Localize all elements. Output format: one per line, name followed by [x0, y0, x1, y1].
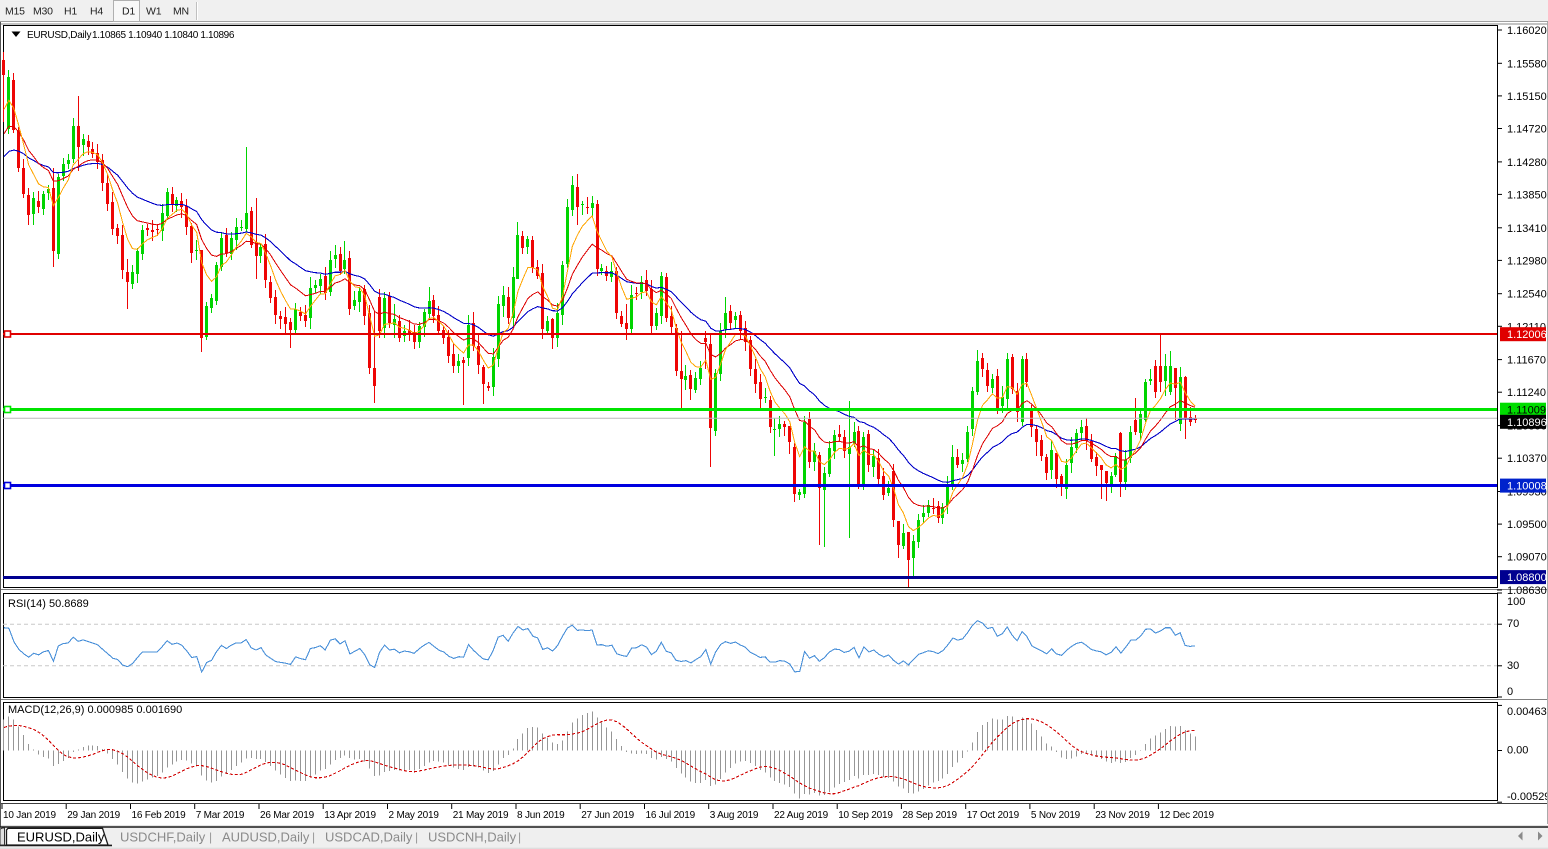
svg-text:70: 70: [1507, 618, 1519, 630]
svg-text:1.10896: 1.10896: [1507, 417, 1547, 429]
svg-text:EURUSD,Daily: EURUSD,Daily: [27, 30, 91, 41]
svg-text:USDCNH,Daily: USDCNH,Daily: [428, 830, 517, 845]
svg-text:16 Jul 2019: 16 Jul 2019: [646, 810, 696, 821]
svg-text:30: 30: [1507, 660, 1519, 672]
svg-text:1.11009: 1.11009: [1507, 405, 1546, 417]
svg-text:8 Jun 2019: 8 Jun 2019: [517, 810, 565, 821]
svg-text:26 Mar 2019: 26 Mar 2019: [260, 810, 315, 821]
svg-text:M30: M30: [33, 6, 53, 18]
svg-text:AUDUSD,Daily: AUDUSD,Daily: [222, 830, 310, 845]
svg-text:EURUSD,Daily: EURUSD,Daily: [17, 830, 105, 845]
svg-text:USDCAD,Daily: USDCAD,Daily: [325, 830, 413, 845]
svg-text:-0.005299: -0.005299: [1507, 791, 1548, 803]
svg-text:MACD(12,26,9) 0.000985 0.00169: MACD(12,26,9) 0.000985 0.001690: [8, 704, 182, 716]
svg-text:1.14280: 1.14280: [1507, 157, 1547, 169]
svg-text:1.14720: 1.14720: [1507, 124, 1547, 136]
svg-text:1.13850: 1.13850: [1507, 189, 1547, 201]
svg-text:1.15150: 1.15150: [1507, 91, 1547, 103]
svg-text:|: |: [312, 830, 315, 844]
svg-text:16 Feb 2019: 16 Feb 2019: [132, 810, 187, 821]
svg-text:1.12980: 1.12980: [1507, 255, 1547, 267]
svg-text:MN: MN: [173, 6, 189, 18]
svg-text:D1: D1: [122, 6, 135, 18]
svg-text:|: |: [415, 830, 418, 844]
svg-text:1.13410: 1.13410: [1507, 223, 1547, 235]
svg-text:13 Apr 2019: 13 Apr 2019: [324, 810, 376, 821]
svg-text:0.00463: 0.00463: [1507, 706, 1547, 718]
svg-text:1.10008: 1.10008: [1507, 481, 1547, 493]
svg-text:27 Jun 2019: 27 Jun 2019: [581, 810, 634, 821]
svg-text:28 Sep 2019: 28 Sep 2019: [902, 810, 957, 821]
svg-text:10 Sep 2019: 10 Sep 2019: [838, 810, 893, 821]
svg-text:1.08800: 1.08800: [1507, 572, 1547, 584]
svg-text:H4: H4: [90, 6, 103, 18]
svg-text:1.12006: 1.12006: [1507, 329, 1547, 341]
svg-text:1.12540: 1.12540: [1507, 289, 1547, 301]
svg-text:W1: W1: [146, 6, 162, 18]
svg-text:|: |: [209, 830, 212, 844]
svg-text:22 Aug 2019: 22 Aug 2019: [774, 810, 829, 821]
svg-text:23 Nov 2019: 23 Nov 2019: [1095, 810, 1150, 821]
svg-text:100: 100: [1507, 596, 1525, 608]
svg-text:|: |: [518, 830, 521, 844]
svg-text:29 Jan 2019: 29 Jan 2019: [67, 810, 120, 821]
svg-text:1.09070: 1.09070: [1507, 552, 1547, 564]
svg-text:1.15580: 1.15580: [1507, 58, 1547, 70]
svg-text:M15: M15: [5, 6, 25, 18]
svg-text:1.10370: 1.10370: [1507, 453, 1547, 465]
svg-text:1.09500: 1.09500: [1507, 519, 1547, 531]
svg-text:1.16020: 1.16020: [1507, 25, 1547, 37]
svg-text:RSI(14) 50.8689: RSI(14) 50.8689: [8, 598, 89, 610]
svg-text:7 Mar 2019: 7 Mar 2019: [196, 810, 245, 821]
svg-text:3 Aug 2019: 3 Aug 2019: [710, 810, 759, 821]
svg-text:2 May 2019: 2 May 2019: [389, 810, 440, 821]
svg-text:17 Oct 2019: 17 Oct 2019: [967, 810, 1020, 821]
svg-text:1.11670: 1.11670: [1507, 355, 1546, 367]
svg-text:5 Nov 2019: 5 Nov 2019: [1031, 810, 1081, 821]
svg-text:0: 0: [1507, 686, 1513, 698]
svg-text:0.00: 0.00: [1507, 745, 1528, 757]
svg-text:10 Jan 2019: 10 Jan 2019: [3, 810, 56, 821]
svg-text:21 May 2019: 21 May 2019: [453, 810, 509, 821]
svg-text:USDCHF,Daily: USDCHF,Daily: [120, 830, 206, 845]
svg-text:1.08630: 1.08630: [1507, 585, 1547, 597]
svg-text:H1: H1: [64, 6, 77, 18]
svg-text:1.10865 1.10940 1.10840 1.1089: 1.10865 1.10940 1.10840 1.10896: [92, 30, 235, 41]
svg-text:12 Dec 2019: 12 Dec 2019: [1159, 810, 1214, 821]
svg-text:1.11240: 1.11240: [1507, 387, 1546, 399]
